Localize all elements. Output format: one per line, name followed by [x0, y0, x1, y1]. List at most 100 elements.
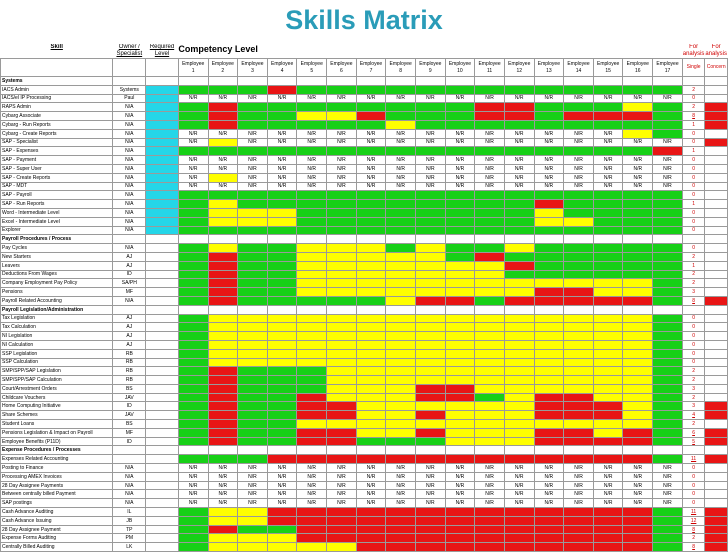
competency-cell[interactable] — [326, 410, 357, 421]
competency-cell[interactable]: N/R — [533, 172, 565, 183]
competency-cell[interactable]: N/R — [207, 155, 239, 165]
competency-cell[interactable] — [385, 295, 416, 306]
competency-cell[interactable] — [326, 392, 357, 403]
competency-cell[interactable] — [414, 357, 446, 368]
competency-cell[interactable] — [563, 295, 594, 306]
competency-cell[interactable] — [592, 401, 624, 412]
competency-cell[interactable]: N/R — [355, 471, 387, 482]
competency-cell[interactable] — [237, 392, 268, 403]
competency-cell[interactable] — [622, 111, 654, 121]
competency-cell[interactable] — [326, 507, 357, 517]
competency-cell[interactable] — [326, 225, 357, 236]
competency-cell[interactable] — [385, 339, 416, 350]
competency-cell[interactable]: N/R — [237, 489, 268, 500]
competency-cell[interactable]: N/R — [503, 480, 535, 491]
competency-cell[interactable]: N/R — [414, 128, 446, 139]
competency-cell[interactable] — [622, 278, 654, 289]
competency-cell[interactable]: N/R — [652, 93, 683, 104]
competency-cell[interactable]: N/R — [444, 128, 476, 139]
competency-cell[interactable]: N/R — [296, 480, 328, 491]
competency-cell[interactable] — [563, 392, 594, 403]
competency-cell[interactable] — [355, 436, 387, 447]
competency-cell[interactable] — [503, 436, 535, 447]
competency-cell[interactable] — [503, 295, 535, 306]
competency-cell[interactable] — [355, 146, 387, 157]
competency-cell[interactable]: N/R — [296, 181, 328, 192]
competency-cell[interactable]: N/R — [296, 137, 328, 148]
competency-cell[interactable] — [326, 119, 357, 130]
competency-cell[interactable] — [355, 419, 387, 429]
competency-cell[interactable] — [533, 190, 565, 201]
competency-cell[interactable] — [177, 269, 209, 280]
competency-cell[interactable] — [652, 357, 683, 368]
competency-cell[interactable]: N/R — [266, 480, 298, 491]
competency-cell[interactable] — [385, 269, 416, 280]
competency-cell[interactable] — [326, 295, 357, 306]
competency-cell[interactable]: N/R — [414, 137, 446, 148]
competency-cell[interactable] — [474, 331, 505, 341]
competency-cell[interactable]: N/R — [177, 463, 209, 473]
competency-cell[interactable]: N/R — [592, 93, 624, 104]
competency-cell[interactable]: N/R — [533, 137, 565, 148]
competency-cell[interactable]: N/R — [533, 155, 565, 165]
competency-cell[interactable] — [266, 392, 298, 403]
competency-cell[interactable]: N/R — [592, 463, 624, 473]
competency-cell[interactable] — [237, 331, 268, 341]
competency-cell[interactable] — [414, 287, 446, 297]
competency-cell[interactable] — [652, 524, 683, 535]
competency-cell[interactable] — [296, 146, 328, 157]
competency-cell[interactable] — [652, 454, 683, 465]
competency-cell[interactable]: N/R — [503, 137, 535, 148]
competency-cell[interactable] — [563, 102, 594, 113]
competency-cell[interactable] — [592, 84, 624, 95]
competency-cell[interactable] — [563, 269, 594, 280]
competency-cell[interactable] — [207, 366, 239, 377]
competency-cell[interactable]: N/R — [444, 489, 476, 500]
competency-cell[interactable] — [474, 313, 505, 324]
competency-cell[interactable] — [385, 111, 416, 121]
competency-cell[interactable] — [563, 287, 594, 297]
competency-cell[interactable]: N/R — [444, 172, 476, 183]
competency-cell[interactable] — [326, 436, 357, 447]
competency-cell[interactable]: N/R — [563, 463, 594, 473]
competency-cell[interactable] — [563, 331, 594, 341]
competency-cell[interactable] — [563, 375, 594, 385]
competency-cell[interactable] — [652, 331, 683, 341]
competency-cell[interactable] — [177, 392, 209, 403]
competency-cell[interactable] — [326, 102, 357, 113]
competency-cell[interactable] — [503, 410, 535, 421]
competency-cell[interactable]: N/R — [414, 498, 446, 509]
competency-cell[interactable] — [266, 295, 298, 306]
competency-cell[interactable] — [533, 515, 565, 526]
competency-cell[interactable]: N/R — [503, 155, 535, 165]
competency-cell[interactable]: N/R — [622, 155, 654, 165]
competency-cell[interactable] — [385, 542, 416, 552]
competency-cell[interactable]: N/R — [177, 137, 209, 148]
competency-cell[interactable] — [237, 295, 268, 306]
competency-cell[interactable]: N/R — [622, 137, 654, 148]
competency-cell[interactable] — [177, 313, 209, 324]
competency-cell[interactable] — [563, 401, 594, 412]
competency-cell[interactable]: N/R — [326, 128, 357, 139]
competency-cell[interactable] — [237, 216, 268, 227]
competency-cell[interactable]: N/R — [622, 163, 654, 174]
competency-cell[interactable]: N/R — [622, 471, 654, 482]
competency-cell[interactable]: N/R — [652, 489, 683, 500]
competency-cell[interactable] — [652, 225, 683, 236]
competency-cell[interactable] — [563, 533, 594, 544]
competency-cell[interactable] — [474, 287, 505, 297]
competency-cell[interactable]: N/R — [177, 489, 209, 500]
competency-cell[interactable]: N/R — [237, 480, 268, 491]
competency-cell[interactable] — [355, 225, 387, 236]
competency-cell[interactable] — [177, 243, 209, 253]
competency-cell[interactable] — [563, 410, 594, 421]
competency-cell[interactable] — [444, 322, 476, 333]
competency-cell[interactable]: N/R — [533, 128, 565, 139]
competency-cell[interactable] — [266, 199, 298, 209]
competency-cell[interactable] — [503, 269, 535, 280]
competency-cell[interactable] — [266, 225, 298, 236]
competency-cell[interactable]: N/R — [444, 155, 476, 165]
competency-cell[interactable] — [177, 225, 209, 236]
competency-cell[interactable]: N/R — [533, 480, 565, 491]
competency-cell[interactable] — [474, 225, 505, 236]
